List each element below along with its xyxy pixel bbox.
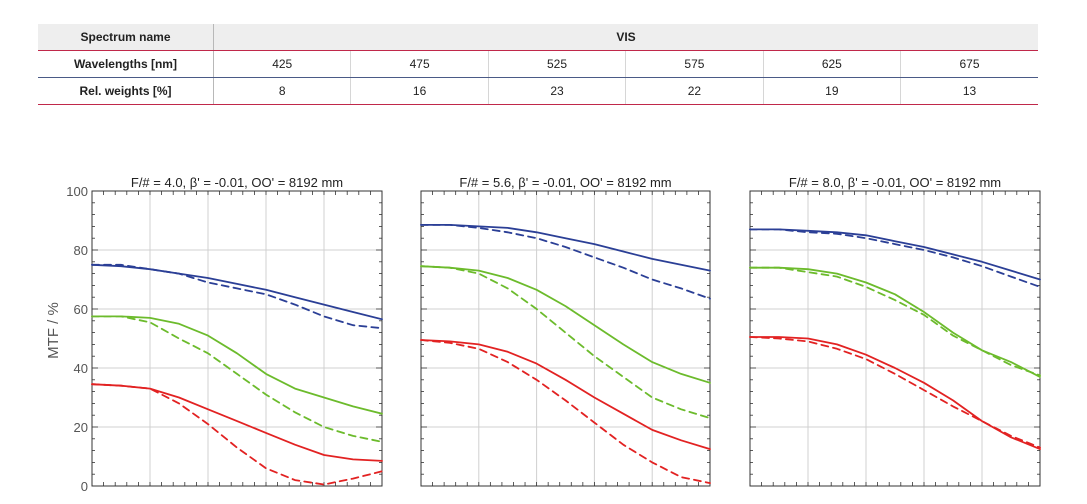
mtf-curve-dashed	[420, 265, 711, 420]
mtf-curve-dashed	[91, 383, 383, 486]
mtf-curve-solid	[749, 336, 1041, 451]
y-tick-label: 40	[74, 361, 88, 376]
mtf-curve-solid	[91, 263, 383, 321]
wavelength-cell: 675	[900, 50, 1038, 78]
spectrum-header-row: Spectrum name VIS	[38, 24, 1038, 51]
wavelengths-label: Wavelengths [nm]	[38, 50, 214, 78]
chart-frame	[420, 190, 711, 487]
chart-title: F/# = 4.0, β' = -0.01, OO' = 8192 mm	[131, 175, 343, 190]
weight-cell: 22	[625, 77, 764, 105]
mtf-curve-solid	[420, 265, 711, 384]
chart-frame	[91, 190, 383, 487]
chart-title: F/# = 5.6, β' = -0.01, OO' = 8192 mm	[459, 175, 671, 190]
spectrum-name-value: VIS	[213, 24, 1038, 51]
wavelength-cell: 525	[488, 50, 627, 78]
mtf-chart-3: F/# = 8.0, β' = -0.01, OO' = 8192 mm	[749, 175, 1041, 487]
mtf-curve-dashed	[420, 223, 711, 300]
mtf-curve-dashed	[420, 339, 711, 485]
mtf-curve-solid	[749, 228, 1041, 281]
spectrum-table: Spectrum name VIS Wavelengths [nm] 425 4…	[38, 24, 1038, 105]
y-tick-label: 80	[74, 243, 88, 258]
y-tick-label: 100	[66, 184, 88, 199]
mtf-curve-dashed	[91, 315, 383, 443]
wavelength-cell: 425	[213, 50, 352, 78]
chart-frame	[749, 190, 1041, 487]
y-tick-label: 60	[74, 302, 88, 317]
mtf-curve-solid	[420, 223, 711, 272]
y-tick-label: 0	[81, 479, 88, 494]
weight-cell: 16	[350, 77, 489, 105]
weights-label: Rel. weights [%]	[38, 77, 214, 105]
mtf-curve-solid	[420, 339, 711, 451]
mtf-curve-solid	[91, 315, 383, 415]
weight-cell: 23	[488, 77, 627, 105]
mtf-curve-solid	[91, 383, 383, 462]
mtf-curve-dashed	[749, 336, 1041, 449]
weight-cell: 19	[763, 77, 902, 105]
spectrum-name-label: Spectrum name	[38, 24, 214, 51]
mtf-curve-dashed	[749, 228, 1041, 288]
wavelengths-row: Wavelengths [nm] 425 475 525 575 625 675	[38, 50, 1038, 78]
weight-cell: 13	[900, 77, 1038, 105]
weights-row: Rel. weights [%] 8 16 23 22 19 13	[38, 77, 1038, 105]
mtf-chart-1: F/# = 4.0, β' = -0.01, OO' = 8192 mm 0 20 4…	[45, 175, 383, 494]
wavelength-cell: 475	[350, 50, 489, 78]
wavelength-cell: 575	[625, 50, 764, 78]
mtf-curve-dashed	[91, 263, 383, 330]
weight-cell: 8	[213, 77, 352, 105]
wavelength-cell: 625	[763, 50, 902, 78]
y-tick-label: 20	[74, 420, 88, 435]
mtf-curve-solid	[749, 266, 1041, 378]
mtf-curve-dashed	[749, 266, 1041, 377]
chart-title: F/# = 8.0, β' = -0.01, OO' = 8192 mm	[789, 175, 1001, 190]
mtf-chart-2: F/# = 5.6, β' = -0.01, OO' = 8192 mm	[420, 175, 711, 487]
y-axis-label: MTF / %	[45, 302, 62, 359]
